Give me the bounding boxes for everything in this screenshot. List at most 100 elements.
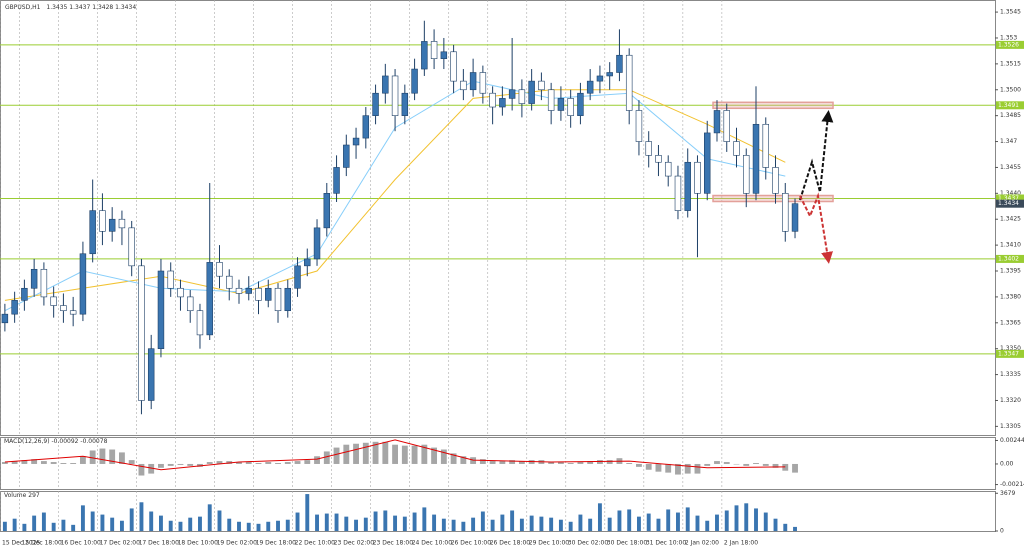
volume-bar	[529, 515, 534, 531]
volume-bar	[617, 510, 622, 531]
x-tick-label: 24 Dec 10:00	[412, 540, 453, 547]
volume-bar	[139, 502, 144, 531]
macd-bar	[353, 443, 359, 464]
volume-bar	[539, 516, 544, 531]
y-tick-label: 1.3350	[1000, 345, 1021, 352]
candle-body	[752, 123, 760, 194]
volume-bar	[344, 516, 349, 531]
volume-bar	[90, 511, 95, 531]
y-tick-label: 1.3545	[1000, 9, 1021, 16]
x-tick-label: 2 Jan 02:00	[685, 540, 719, 547]
candle-body	[538, 80, 545, 91]
macd-bar	[392, 444, 398, 464]
candle-body	[401, 92, 409, 116]
macd-bar	[753, 463, 759, 464]
candle-body	[713, 110, 721, 134]
candle-body	[733, 141, 740, 156]
candle-body	[323, 193, 331, 229]
macd-bar	[499, 461, 506, 464]
macd-bar	[733, 463, 740, 465]
macd-bar	[431, 447, 438, 464]
macd-bar	[587, 461, 594, 464]
macd-bar	[70, 463, 77, 464]
candle-body	[21, 287, 28, 301]
macd-bar	[138, 463, 145, 476]
candle-body	[333, 167, 340, 194]
volume-bar	[500, 514, 505, 531]
volume-bar	[324, 513, 329, 531]
candle-body	[274, 287, 282, 312]
candle-body	[518, 89, 526, 104]
volume-bar	[354, 519, 359, 531]
macd-bar	[704, 463, 711, 466]
panel-frame	[0, 491, 996, 532]
volume-bar	[198, 516, 202, 531]
volume-bar	[432, 514, 437, 531]
macd-signal	[4, 439, 786, 471]
panel-frame	[0, 0, 996, 436]
candle-body	[430, 41, 438, 59]
candle-body	[489, 92, 496, 108]
x-tick-label: 18 Dec 10:00	[178, 540, 219, 547]
y-tick-label: 1.3410	[1000, 242, 1021, 249]
macd-bar	[548, 462, 555, 464]
volume-bar	[627, 509, 632, 531]
macd-bar	[460, 456, 467, 464]
macd-bar	[675, 463, 681, 475]
volume-bar	[490, 519, 495, 531]
y-tick-label: 1.3380	[1000, 293, 1021, 300]
volume-bar	[188, 517, 193, 531]
y-tick-label: 1.3305	[1000, 423, 1021, 430]
y-tick-label: 3679	[1000, 490, 1015, 497]
x-tick-label: 26 Dec 10:00	[451, 540, 492, 547]
macd-bar	[479, 459, 486, 464]
volume-bar	[578, 514, 583, 531]
macd-bar	[743, 463, 750, 466]
quote-low: 1.3428	[92, 4, 113, 11]
volume-bar	[237, 521, 241, 531]
y-tick-label: 1.3500	[1000, 86, 1021, 93]
macd-bar	[343, 444, 350, 464]
y-tick-label: 1.3425	[1000, 216, 1021, 223]
x-tick-label: 30 Dec 02:00	[568, 540, 609, 547]
candle-body	[294, 265, 301, 289]
volume-bar	[412, 512, 417, 531]
candle-body	[499, 98, 506, 108]
x-tick-label: 29 Dec 10:00	[529, 540, 570, 547]
volume-bar	[383, 510, 388, 531]
macd-bar	[762, 463, 769, 466]
macd-bar	[567, 463, 574, 464]
volume-bar	[217, 510, 222, 531]
macd-bar	[158, 463, 164, 468]
volume-bar	[207, 504, 212, 531]
macd-bar	[645, 463, 652, 470]
quote-open: 1.3435	[46, 4, 67, 11]
macd-bar	[89, 450, 96, 464]
volume-bar	[558, 519, 563, 531]
candle-body	[226, 275, 233, 289]
volume-bar	[549, 517, 554, 531]
candle-body	[352, 137, 360, 146]
level-label-bg	[996, 254, 1024, 263]
macd-bar	[304, 460, 311, 464]
volume-bar	[266, 521, 271, 531]
volume-bar	[149, 511, 154, 531]
y-tick-label: 1.3455	[1000, 164, 1021, 171]
volume-bar	[295, 512, 300, 531]
candle-body	[616, 54, 623, 73]
macd-bar	[665, 463, 672, 473]
candle-body	[245, 287, 252, 294]
macd-bar	[187, 463, 194, 466]
macd-value: -0.00092	[52, 438, 79, 445]
candle-body	[577, 92, 584, 116]
candle-body	[674, 175, 682, 211]
candle-body	[108, 218, 116, 232]
candle-body	[762, 123, 769, 168]
y-tick-label: 1.353	[1000, 34, 1017, 41]
macd-bar	[265, 462, 272, 464]
y-tick-label: 1.3440	[1000, 190, 1021, 197]
x-tick-label: 17 Dec 18:00	[139, 540, 180, 547]
level-label-bg	[996, 40, 1024, 49]
macd-bar	[177, 463, 184, 465]
volume-bar	[676, 512, 680, 531]
